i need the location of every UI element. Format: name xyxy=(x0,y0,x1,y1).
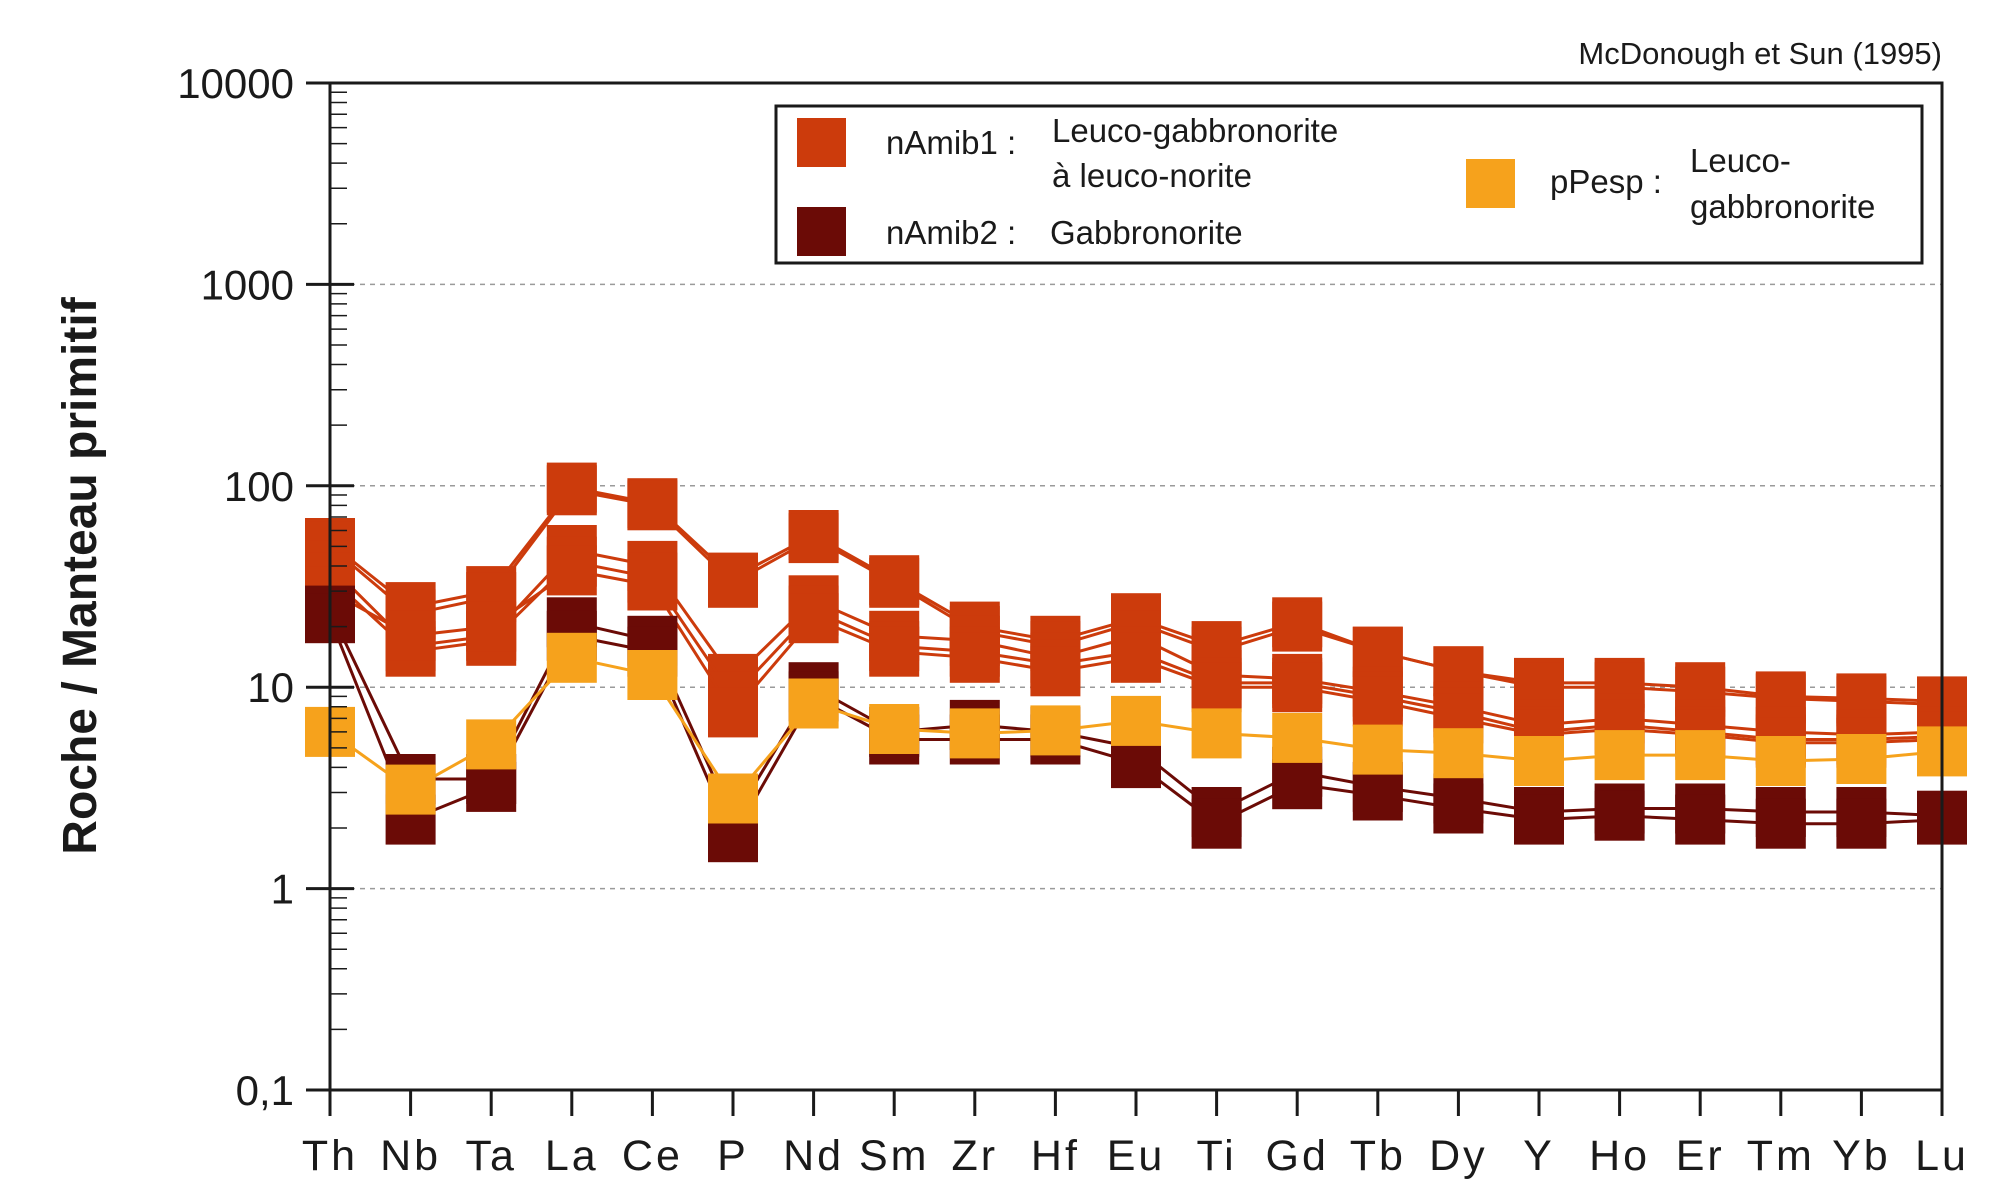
legend-label-ppesp: pPesp : xyxy=(1550,163,1662,200)
y-tick-label: 100 xyxy=(224,463,294,510)
data-point-nAmib1-e-Eu xyxy=(1111,632,1161,683)
legend-desc-ppesp-line2: gabbronorite xyxy=(1690,188,1875,225)
y-tick-label: 10 xyxy=(247,664,294,711)
data-point-pPesp-Y xyxy=(1514,736,1564,786)
data-point-pPesp-La xyxy=(546,632,597,683)
data-point-nAmib2-b-Y xyxy=(1514,794,1564,845)
legend-swatch-namib1 xyxy=(797,118,846,167)
data-point-nAmib1-e-Nb xyxy=(385,610,436,661)
data-point-nAmib2-b-Dy xyxy=(1433,783,1484,834)
y-tick-label: 1 xyxy=(271,866,294,913)
x-tick-label: Yb xyxy=(1832,1132,1891,1180)
data-point-nAmib1-e-P xyxy=(708,687,758,738)
data-point-nAmib1-e-Hf xyxy=(1030,646,1081,697)
data-point-pPesp-P xyxy=(708,773,758,824)
y-tick-label: 10000 xyxy=(177,60,294,107)
legend-label-namib2: nAmib2 : xyxy=(886,214,1016,251)
legend-desc-namib2: Gabbronorite xyxy=(1050,214,1243,251)
x-tick-label: Sm xyxy=(859,1132,930,1180)
x-tick-label: Er xyxy=(1676,1132,1725,1180)
data-point-nAmib2-b-Ti xyxy=(1191,798,1242,849)
data-point-nAmib2-b-Ho xyxy=(1594,790,1645,841)
data-point-nAmib1-b-Gd xyxy=(1272,601,1323,652)
data-point-nAmib2-b-Tb xyxy=(1352,770,1403,821)
plot-frame xyxy=(328,81,1944,1090)
data-point-pPesp-Ho xyxy=(1594,730,1645,781)
x-tick-label: Lu xyxy=(1915,1132,1969,1180)
data-point-pPesp-Er xyxy=(1675,730,1726,781)
data-point-pPesp-Hf xyxy=(1030,705,1081,756)
x-tick-label: Eu xyxy=(1107,1132,1166,1180)
data-point-nAmib1-e-Gd xyxy=(1272,662,1323,713)
axes xyxy=(306,81,1944,1116)
data-point-nAmib1-b-Sm xyxy=(869,557,920,608)
legend-swatch-namib2 xyxy=(797,207,846,256)
x-tick-label: Ta xyxy=(465,1132,516,1180)
data-point-nAmib2-b-Ta xyxy=(466,761,517,812)
y-axis-title: Roche / Manteau primitif xyxy=(54,296,107,854)
legend-desc-namib1-line2: à leuco-norite xyxy=(1052,157,1252,194)
legend-frame xyxy=(774,104,1924,265)
data-point-pPesp-Ce xyxy=(627,650,678,700)
x-tick-label: Dy xyxy=(1429,1132,1488,1180)
data-point-pPesp-Tm xyxy=(1755,736,1806,786)
data-point-nAmib1-e-Zr xyxy=(949,632,1000,683)
data-point-pPesp-Yb xyxy=(1836,734,1887,784)
source-citation: McDonough et Sun (1995) xyxy=(1578,36,1942,71)
x-tick-label: Zr xyxy=(952,1132,999,1180)
legend-label-namib1: nAmib1 : xyxy=(886,124,1016,161)
x-tick-label: Ho xyxy=(1589,1132,1650,1180)
legend-desc-ppesp-line1: Leuco- xyxy=(1690,142,1791,179)
x-tick-label: P xyxy=(717,1132,749,1180)
data-point-nAmib1-e-Nd xyxy=(788,593,839,644)
x-tick-label: Hf xyxy=(1031,1132,1080,1180)
y-tick-label: 0,1 xyxy=(236,1067,294,1114)
data-point-pPesp-Eu xyxy=(1111,695,1161,746)
series-layer xyxy=(305,462,1967,863)
data-point-nAmib2-b-Gd xyxy=(1272,759,1323,810)
data-point-nAmib1-b-P xyxy=(708,557,758,608)
data-point-pPesp-Zr xyxy=(949,708,1000,759)
x-tick-label: Ce xyxy=(622,1132,683,1180)
data-point-pPesp-Gd xyxy=(1272,712,1323,763)
x-tick-label: Gd xyxy=(1266,1132,1329,1180)
legend-swatch-ppesp xyxy=(1466,159,1515,208)
data-point-nAmib1-e-Tb xyxy=(1352,676,1403,727)
y-tick-label: 1000 xyxy=(201,261,294,308)
legend: nAmib1 : Leuco-gabbronorite à leuco-nori… xyxy=(774,104,1924,265)
data-point-nAmib1-e-Ta xyxy=(466,601,517,652)
data-point-nAmib2-b-Er xyxy=(1675,794,1726,845)
data-point-pPesp-Dy xyxy=(1433,728,1484,779)
data-point-pPesp-Tb xyxy=(1352,724,1403,775)
data-point-nAmib1-e-Ce xyxy=(627,560,678,611)
legend-desc-namib1-line1: Leuco-gabbronorite xyxy=(1052,112,1338,149)
data-point-nAmib2-b-Tm xyxy=(1755,798,1806,849)
data-point-pPesp-Nd xyxy=(788,678,839,729)
data-point-pPesp-Sm xyxy=(869,704,920,754)
data-point-nAmib1-b-Nd xyxy=(788,513,839,564)
data-point-pPesp-Ti xyxy=(1191,708,1242,759)
data-point-nAmib1-e-Sm xyxy=(869,626,920,677)
data-point-pPesp-Nb xyxy=(385,764,436,815)
data-point-pPesp-Ta xyxy=(466,719,517,770)
data-point-nAmib1-b-La xyxy=(546,465,597,516)
data-point-nAmib1-b-Ce xyxy=(627,480,678,531)
x-tick-label: Nd xyxy=(783,1132,844,1180)
x-tick-label: Nb xyxy=(380,1132,441,1180)
x-tick-label: Ti xyxy=(1196,1132,1236,1180)
data-point-nAmib1-e-Ti xyxy=(1191,662,1242,713)
x-tick-label: Tb xyxy=(1350,1132,1406,1180)
x-tick-label: Th xyxy=(302,1132,358,1180)
x-tick-label: Tm xyxy=(1747,1132,1815,1180)
data-point-nAmib1-e-La xyxy=(546,545,597,596)
x-tick-label: Y xyxy=(1523,1132,1555,1180)
tick-labels: 0,1 1 10 100 1000 10000 Th Nb Ta La Ce P Nd Sm Zr Hf Eu T… xyxy=(177,60,1969,1180)
data-point-nAmib2-b-Eu xyxy=(1111,738,1161,789)
data-point-nAmib2-b-Yb xyxy=(1836,798,1887,849)
x-tick-label: La xyxy=(545,1132,599,1180)
